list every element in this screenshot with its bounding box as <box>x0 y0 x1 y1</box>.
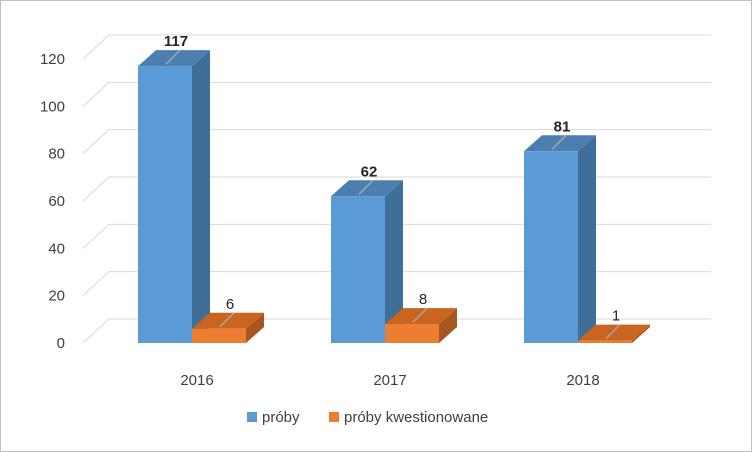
gridline <box>82 176 711 202</box>
data-label: 81 <box>554 118 571 135</box>
gridline <box>82 129 711 155</box>
bar-front <box>331 196 385 343</box>
bar-top <box>331 180 403 197</box>
x-tick-label: 2017 <box>373 372 406 389</box>
bar-front <box>524 151 578 343</box>
bar-front <box>385 324 439 343</box>
gridline <box>82 318 711 344</box>
data-label: 117 <box>164 33 188 50</box>
bar <box>524 135 596 343</box>
grid <box>82 34 711 344</box>
bar-side <box>578 135 596 343</box>
data-label: 8 <box>419 291 427 308</box>
bar-side <box>385 180 403 343</box>
y-tick-label: 40 <box>48 240 65 257</box>
bar <box>138 50 210 343</box>
leader-line <box>605 324 621 340</box>
data-label: 6 <box>226 296 234 313</box>
bar-top <box>524 135 596 152</box>
x-axis-categories: 2016 2017 2018 <box>180 372 599 389</box>
bar-top <box>578 324 650 341</box>
y-tick-label: 0 <box>57 335 65 352</box>
legend-swatch <box>329 412 339 422</box>
leader-line <box>358 179 374 195</box>
legend: próby próby kwestionowane <box>247 409 488 426</box>
bars <box>138 50 650 343</box>
legend-label: próby <box>262 409 300 426</box>
bar-side <box>192 50 210 343</box>
data-label: 1 <box>612 308 620 325</box>
bar-top <box>385 308 457 325</box>
leader-line <box>165 49 181 65</box>
bar-front <box>578 340 632 343</box>
y-tick-label: 100 <box>40 98 65 115</box>
gridline <box>82 223 711 249</box>
bar-front <box>192 328 246 343</box>
bar-top <box>138 50 210 67</box>
legend-item: próby <box>247 409 300 426</box>
gridline <box>82 34 711 60</box>
bar <box>192 312 264 343</box>
legend-label: próby kwestionowane <box>344 409 488 426</box>
y-axis-ticks: 0 20 40 60 80 100 120 <box>40 51 65 352</box>
y-tick-label: 20 <box>48 288 65 305</box>
leader-line <box>551 134 567 150</box>
legend-swatch <box>247 412 257 422</box>
data-label: 62 <box>361 163 378 180</box>
y-tick-label: 60 <box>48 193 65 210</box>
bar <box>578 324 650 343</box>
bar-top <box>192 312 264 329</box>
bar-side <box>246 312 264 343</box>
x-tick-label: 2016 <box>180 372 213 389</box>
legend-item: próby kwestionowane <box>329 409 488 426</box>
x-tick-label: 2018 <box>566 372 599 389</box>
bar-front <box>138 66 192 343</box>
y-tick-label: 120 <box>40 51 65 68</box>
bar-side <box>632 324 650 343</box>
leader-line <box>219 312 235 328</box>
leader-line <box>412 307 428 323</box>
gridline <box>82 271 711 297</box>
bar-side <box>439 308 457 343</box>
data-labels: 117 6 62 8 81 1 <box>164 33 621 340</box>
y-tick-label: 80 <box>48 146 65 163</box>
gridline <box>82 81 711 107</box>
bar <box>331 180 403 343</box>
bar <box>385 308 457 343</box>
